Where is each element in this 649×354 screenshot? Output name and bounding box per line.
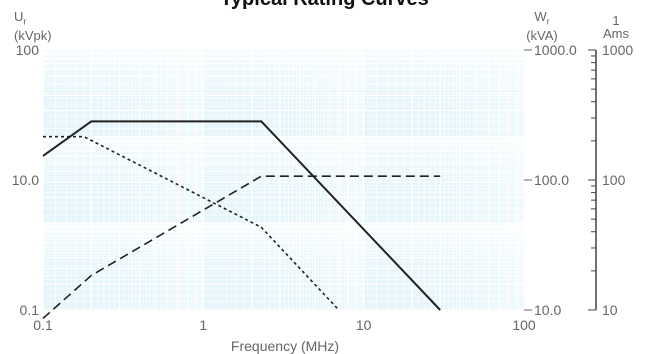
- x-tick-label: 100: [512, 317, 536, 333]
- grid: [42, 50, 524, 311]
- right-tick-label: 10.0: [534, 302, 561, 318]
- left-tick-label: 0.1: [20, 302, 40, 318]
- far-right-tick-label: 1000: [602, 42, 633, 58]
- series-line-solid: [42, 120, 441, 311]
- right-tick-label: 1000.0: [534, 42, 577, 58]
- right-axis-unit: Wr (kVA): [520, 10, 564, 42]
- series-group: [42, 120, 441, 319]
- left-axis-unit: Ur (kVpk): [14, 10, 52, 42]
- right-axis-symbol: W: [534, 9, 547, 24]
- left-axis-unit-label: (kVpk): [14, 27, 52, 43]
- right-axis-unit-label: (kVA): [526, 27, 558, 43]
- x-tick-label: 1: [199, 317, 207, 333]
- left-tick-label: 10.0: [12, 172, 39, 188]
- tick-labels: 0.1 1 10 1000.110.010010.0100.01000.0101001…: [12, 42, 634, 333]
- x-axis-label: Frequency (MHz): [230, 338, 340, 354]
- right-tick-label: 100.0: [534, 172, 569, 188]
- far-right-axis-top: 1: [612, 13, 620, 28]
- x-tick-label: 10: [356, 317, 372, 333]
- far-right-tick-label: 100: [602, 172, 626, 188]
- axes: [588, 49, 597, 311]
- series-line-dotted: [43, 135, 340, 311]
- chart-title: Typical Rating Curves: [0, 0, 649, 11]
- left-axis-sub: r: [23, 16, 27, 27]
- far-right-tick-label: 10: [602, 302, 618, 318]
- far-right-axis-unit-label: Ams: [603, 26, 629, 41]
- x-tick-label: 0.1: [33, 317, 53, 333]
- plot-background: [43, 50, 524, 310]
- series-line-dashed: [42, 175, 441, 319]
- left-tick-label: 100: [16, 42, 40, 58]
- right-axis-sub: r: [546, 16, 550, 27]
- left-axis-symbol: U: [14, 9, 24, 24]
- far-right-axis-unit: 1 Ams: [596, 14, 636, 40]
